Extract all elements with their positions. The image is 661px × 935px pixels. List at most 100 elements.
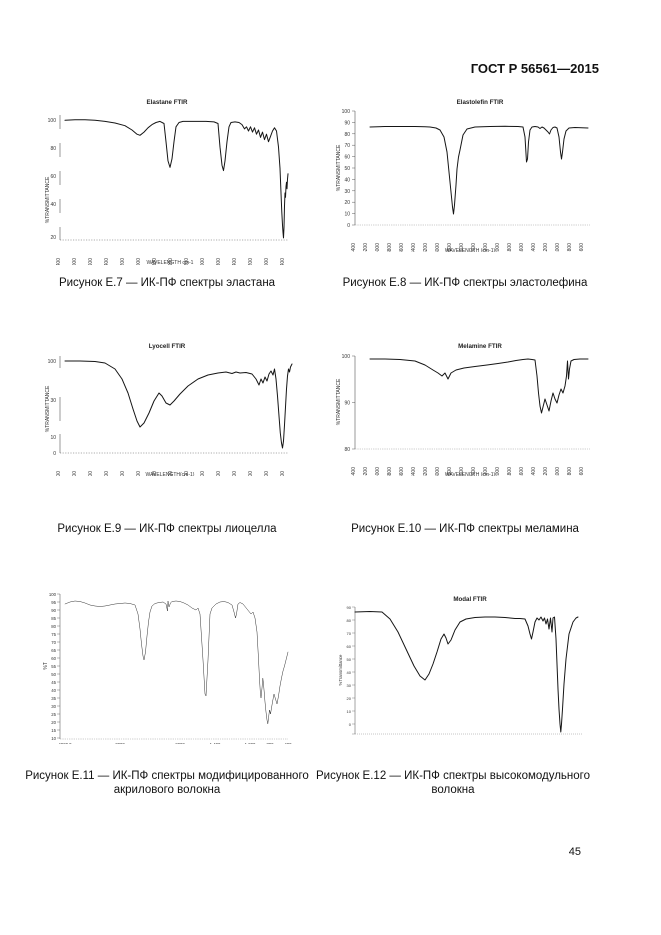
svg-text:%Transmittance: %Transmittance — [338, 654, 343, 685]
svg-text:10: 10 — [51, 736, 56, 741]
svg-text:3400: 3400 — [104, 471, 110, 476]
svg-text:80: 80 — [51, 624, 56, 629]
svg-text:400: 400 — [280, 258, 286, 265]
svg-text:60: 60 — [50, 174, 56, 180]
svg-text:3400: 3400 — [411, 467, 417, 476]
svg-text:1800: 1800 — [216, 258, 222, 265]
svg-text:60: 60 — [344, 155, 350, 161]
svg-text:1200: 1200 — [248, 258, 254, 265]
svg-text:1.000: 1.000 — [245, 742, 256, 744]
svg-text:4400: 4400 — [351, 243, 357, 252]
svg-text:3000: 3000 — [435, 467, 441, 476]
svg-text:800: 800 — [567, 243, 573, 252]
svg-text:1000: 1000 — [264, 258, 270, 265]
svg-text:%TRANSMITTANCE: %TRANSMITTANCE — [45, 176, 51, 223]
svg-text:800: 800 — [567, 467, 573, 476]
svg-text:1400: 1400 — [531, 243, 537, 252]
svg-text:%TRANSMITTANCE: %TRANSMITTANCE — [336, 144, 342, 191]
svg-text:30: 30 — [51, 704, 56, 709]
svg-text:%T: %T — [43, 662, 49, 670]
svg-text:100: 100 — [49, 592, 57, 597]
svg-text:1000: 1000 — [555, 467, 561, 476]
svg-text:1400: 1400 — [232, 471, 238, 476]
svg-text:4200: 4200 — [363, 467, 369, 476]
svg-text:1400: 1400 — [232, 258, 238, 265]
svg-text:Melamine FTIR: Melamine FTIR — [458, 343, 502, 350]
svg-text:25: 25 — [51, 712, 56, 717]
svg-text:3600: 3600 — [88, 471, 94, 476]
svg-text:90: 90 — [347, 605, 352, 610]
svg-text:20: 20 — [344, 200, 350, 206]
svg-text:3200: 3200 — [120, 258, 126, 265]
svg-text:1800: 1800 — [507, 467, 513, 476]
svg-text:%TRANSMITTANCE: %TRANSMITTANCE — [45, 385, 51, 432]
svg-text:40: 40 — [344, 177, 350, 183]
svg-text:Modal FTIR: Modal FTIR — [453, 596, 487, 603]
svg-text:1800: 1800 — [216, 471, 222, 476]
svg-text:30: 30 — [347, 683, 352, 688]
svg-text:2000: 2000 — [495, 467, 501, 476]
svg-text:4000.0: 4000.0 — [58, 742, 72, 744]
svg-text:4000: 4000 — [72, 471, 78, 476]
svg-text:15: 15 — [51, 728, 56, 733]
svg-text:3600: 3600 — [399, 243, 405, 252]
svg-text:80: 80 — [344, 132, 350, 138]
svg-text:65: 65 — [51, 648, 56, 653]
svg-text:10: 10 — [50, 435, 56, 441]
svg-text:Elastolefin FTIR: Elastolefin FTIR — [457, 99, 504, 106]
svg-text:90: 90 — [344, 401, 350, 407]
svg-text:90: 90 — [344, 120, 350, 126]
svg-text:4400: 4400 — [56, 258, 62, 265]
svg-text:20: 20 — [50, 235, 56, 241]
svg-text:20: 20 — [347, 696, 352, 701]
svg-text:50: 50 — [347, 657, 352, 662]
svg-text:3600: 3600 — [88, 258, 94, 265]
svg-text:400: 400 — [284, 742, 292, 744]
svg-text:10: 10 — [344, 212, 350, 218]
svg-text:3600: 3600 — [399, 467, 405, 476]
svg-text:4000: 4000 — [375, 467, 381, 476]
svg-text:3000: 3000 — [136, 471, 142, 476]
svg-text:100: 100 — [48, 118, 57, 124]
svg-text:100: 100 — [48, 359, 57, 365]
svg-text:40: 40 — [347, 670, 352, 675]
svg-text:30: 30 — [50, 398, 56, 404]
svg-text:80: 80 — [344, 447, 350, 453]
svg-text:10: 10 — [347, 709, 352, 714]
svg-text:1200: 1200 — [543, 467, 549, 476]
svg-text:400: 400 — [280, 471, 286, 476]
svg-text:30: 30 — [344, 189, 350, 195]
svg-text:80: 80 — [347, 618, 352, 623]
svg-text:2000: 2000 — [200, 258, 206, 265]
svg-text:WAVELENGTH(cm-1): WAVELENGTH(cm-1) — [146, 472, 195, 476]
svg-text:600: 600 — [579, 243, 585, 252]
svg-text:4400: 4400 — [351, 467, 357, 476]
svg-text:3200: 3200 — [120, 471, 126, 476]
svg-text:75: 75 — [51, 632, 56, 637]
svg-text:70: 70 — [344, 143, 350, 149]
svg-text:1200: 1200 — [248, 471, 254, 476]
svg-text:50: 50 — [51, 672, 56, 677]
svg-text:40: 40 — [51, 688, 56, 693]
svg-text:45: 45 — [51, 680, 56, 685]
svg-text:95: 95 — [51, 600, 56, 605]
svg-text:4000: 4000 — [72, 258, 78, 265]
svg-text:70: 70 — [347, 631, 352, 636]
svg-text:2000: 2000 — [175, 742, 185, 744]
svg-text:3000: 3000 — [136, 258, 142, 265]
svg-text:3000: 3000 — [115, 742, 125, 744]
svg-text:WAVELENGTH cm-1: WAVELENGTH cm-1 — [147, 260, 194, 265]
svg-text:4000: 4000 — [375, 243, 381, 252]
svg-text:60: 60 — [347, 644, 352, 649]
svg-text:3200: 3200 — [423, 467, 429, 476]
svg-text:%TRANSMITTANCE: %TRANSMITTANCE — [336, 378, 342, 425]
svg-text:3400: 3400 — [411, 243, 417, 252]
svg-text:1400: 1400 — [531, 467, 537, 476]
svg-text:20: 20 — [51, 720, 56, 725]
svg-text:600: 600 — [579, 467, 585, 476]
svg-text:4400: 4400 — [56, 471, 62, 476]
svg-text:1000: 1000 — [555, 243, 561, 252]
svg-text:3200: 3200 — [423, 243, 429, 252]
svg-text:4200: 4200 — [363, 243, 369, 252]
svg-text:3800: 3800 — [387, 243, 393, 252]
